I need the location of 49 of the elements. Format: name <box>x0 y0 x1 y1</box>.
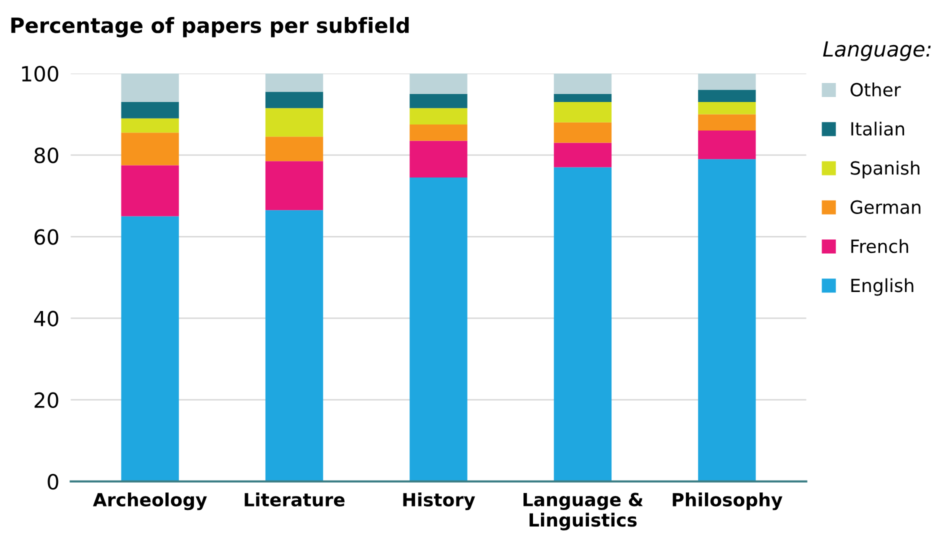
bar <box>121 118 179 133</box>
legend-label: Other <box>850 82 901 97</box>
bar <box>121 165 179 216</box>
bar <box>554 142 612 168</box>
bar <box>265 136 324 162</box>
bar <box>121 216 179 482</box>
bar <box>121 102 179 118</box>
chart-title: Percentage of papers per subfield <box>11 17 409 38</box>
bar <box>698 90 756 102</box>
bar <box>410 73 468 94</box>
y-tick-label: 60 <box>34 229 58 245</box>
bar <box>698 159 756 482</box>
bar <box>410 108 468 124</box>
legend-label: German <box>850 200 920 214</box>
legend-title: Language: <box>823 41 931 61</box>
bar <box>698 114 756 131</box>
bar <box>265 108 324 137</box>
y-tick-label: 100 <box>22 66 58 82</box>
bar <box>410 140 468 178</box>
x-tick-label: Philosophy <box>672 492 782 510</box>
bar <box>265 73 324 92</box>
bar <box>410 177 468 482</box>
bar <box>554 73 612 94</box>
bar <box>121 73 179 102</box>
bar <box>554 122 612 143</box>
bar <box>265 210 324 482</box>
x-tick-label: Language & Linguistics <box>524 492 643 530</box>
bar <box>265 92 324 108</box>
legend-label: French <box>851 239 908 254</box>
bar <box>265 161 324 210</box>
y-tick-label: 0 <box>48 474 58 490</box>
legend-label: English <box>851 278 914 296</box>
x-tick-label: Archeology <box>92 492 207 510</box>
bar <box>554 102 612 122</box>
bar <box>121 132 179 166</box>
bar <box>410 94 468 108</box>
bar <box>698 130 756 160</box>
bar <box>698 102 756 114</box>
bar <box>554 94 612 102</box>
legend-label: Italian <box>851 122 904 136</box>
bar <box>554 167 612 482</box>
y-tick-label: 20 <box>34 392 58 408</box>
bar <box>698 73 756 90</box>
y-tick-label: 40 <box>34 310 58 326</box>
bar <box>410 124 468 141</box>
y-tick-label: 80 <box>34 147 58 164</box>
legend-label: Spanish <box>850 160 920 178</box>
x-tick-label: Literature <box>244 492 345 507</box>
x-tick-label: History <box>403 492 476 510</box>
